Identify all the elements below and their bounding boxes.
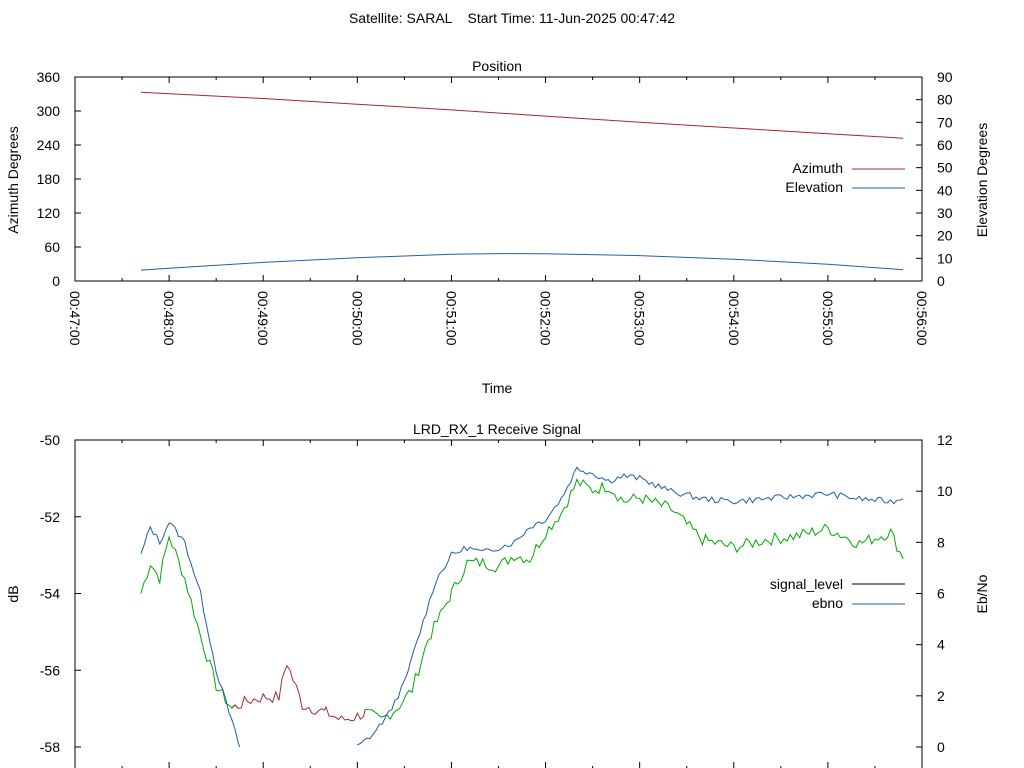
position-x-tick-label: 00:55:00: [820, 291, 836, 346]
ebno-y-tick-label: 8: [937, 534, 945, 550]
legend-label-elevation: Elevation: [785, 179, 843, 195]
elevation-y-tick-label: 40: [937, 182, 953, 198]
series-line-signal-level-segment-3: [365, 477, 904, 721]
series-line-azimuth: [140, 91, 904, 139]
signal-chart-title: LRD_RX_1 Receive Signal: [413, 421, 581, 437]
db-y-tick-label: -52: [40, 509, 60, 525]
ebno-y-tick-label: 0: [937, 739, 945, 755]
position-x-tick-label: 00:53:00: [632, 291, 648, 346]
elevation-y-tick-label: 30: [937, 205, 953, 221]
position-x-tick-label: 00:54:00: [726, 291, 742, 346]
db-y-tick-label: -50: [40, 432, 60, 448]
db-y-tick-label: -54: [40, 586, 60, 602]
azimuth-y-tick-label: 360: [37, 69, 61, 85]
elevation-y-tick-label: 10: [937, 250, 953, 266]
elevation-y-tick-label: 60: [937, 137, 953, 153]
ebno-y-tick-label: 2: [937, 688, 945, 704]
ebno-axis-label: Eb/No: [974, 574, 990, 613]
azimuth-y-tick-label: 180: [37, 171, 61, 187]
position-series-group: [140, 91, 904, 271]
series-line-ebno-segment-1: [140, 522, 241, 748]
position-x-tick-label: 00:47:00: [67, 291, 83, 346]
position-x-tick-label: 00:56:00: [914, 291, 930, 346]
series-line-signal-level-segment-1: [140, 535, 239, 709]
elevation-y-tick-label: 50: [937, 160, 953, 176]
legend-label-signal-level: signal_level: [770, 576, 843, 592]
db-y-tick-label: -56: [40, 662, 60, 678]
ebno-y-tick-label: 6: [937, 586, 945, 602]
position-x-tick-label: 00:51:00: [443, 291, 459, 346]
azimuth-y-tick-label: 0: [52, 273, 60, 289]
signal-axes: -50 -52 -54 -56 -58 0 2 4 6 8 10 12: [40, 432, 953, 768]
azimuth-y-tick-label: 120: [37, 205, 61, 221]
legend-label-ebno: ebno: [812, 595, 843, 611]
position-x-tick-label: 00:52:00: [538, 291, 554, 346]
ebno-y-tick-label: 10: [937, 483, 953, 499]
series-line-ebno-segment-2: [357, 466, 904, 746]
series-line-signal-level-segment-2: [231, 664, 366, 722]
db-y-tick-label: -58: [40, 739, 60, 755]
signal-legend: signal_level ebno: [770, 576, 905, 611]
position-x-axis-label: Time: [482, 380, 513, 396]
elevation-y-tick-label: 20: [937, 228, 953, 244]
elevation-y-tick-label: 90: [937, 69, 953, 85]
ebno-y-tick-label: 4: [937, 637, 945, 653]
position-x-tick-label: 00:48:00: [161, 291, 177, 346]
signal-series-group: [140, 466, 904, 748]
position-legend: Azimuth Elevation: [785, 160, 905, 195]
position-chart: Position 00:47:00 00:48:00 00:49:00 00:50:0…: [5, 58, 990, 396]
db-axis-label: dB: [5, 585, 21, 602]
elevation-axis-label: Elevation Degrees: [974, 123, 990, 237]
figure-title: Satellite: SARAL Start Time: 11-Jun-2025…: [349, 10, 675, 26]
position-axes: 00:47:00 00:48:00 00:49:00 00:50:00 00:51:00…: [37, 69, 953, 346]
position-chart-title: Position: [472, 58, 522, 74]
ebno-y-tick-label: 12: [937, 432, 953, 448]
azimuth-y-tick-label: 60: [44, 239, 60, 255]
position-x-tick-label: 00:50:00: [349, 291, 365, 346]
series-line-elevation: [140, 253, 904, 271]
elevation-y-tick-label: 80: [937, 92, 953, 108]
azimuth-axis-label: Azimuth Degrees: [5, 126, 21, 233]
legend-label-azimuth: Azimuth: [792, 160, 843, 176]
position-x-tick-label: 00:49:00: [255, 291, 271, 346]
azimuth-y-tick-label: 240: [37, 137, 61, 153]
elevation-y-tick-label: 0: [937, 273, 945, 289]
receive-signal-chart: LRD_RX_1 Receive Signal -50 -52 -54 -56 -58 0…: [5, 421, 990, 768]
elevation-y-tick-label: 70: [937, 114, 953, 130]
azimuth-y-tick-label: 300: [37, 103, 61, 119]
